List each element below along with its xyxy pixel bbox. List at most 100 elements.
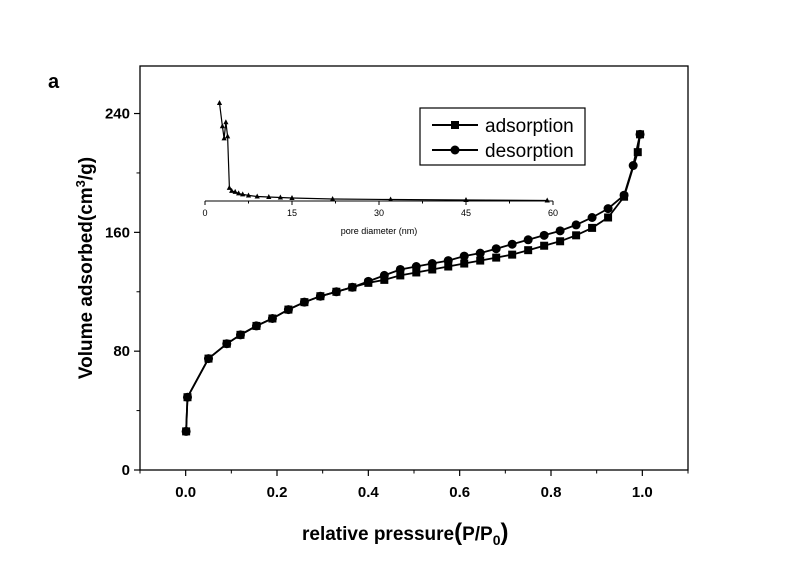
main-series [181, 129, 645, 436]
inset-x-axis-label: pore diameter (nm) [341, 226, 418, 236]
data-point-desorption [283, 305, 293, 315]
data-point-desorption [628, 161, 638, 171]
inset-data-point [544, 197, 550, 203]
data-point-desorption [555, 226, 565, 236]
inset-data-point [236, 190, 242, 196]
data-point-adsorption [604, 213, 613, 222]
inset-chart: 0 15 30 45 60 pore diameter (nm) [202, 100, 558, 236]
series-line-adsorption [185, 134, 641, 432]
data-point-desorption [204, 354, 213, 364]
x-axis-label-open-paren: ( [454, 519, 462, 546]
main-ticks: 0.0 0.2 0.4 0.6 0.8 1.0 0 80 160 240 [105, 106, 689, 501]
data-point-adsorption [492, 253, 501, 262]
inset-data-point [232, 188, 238, 194]
x-tick-label: 0.0 [175, 484, 196, 501]
data-point-desorption [443, 256, 453, 266]
y-tick-label: 0 [122, 462, 130, 479]
x-axis-label-main: relative pressure [302, 524, 454, 545]
data-point-adsorption [540, 241, 549, 250]
inset-x-tick-label: 45 [461, 208, 471, 218]
inset-data-point [277, 194, 283, 200]
inset-x-tick-label: 60 [548, 208, 558, 218]
data-point-adsorption [396, 271, 405, 280]
data-point-adsorption [428, 265, 437, 274]
series-line-desorption [185, 134, 641, 432]
data-point-desorption [299, 297, 309, 307]
data-point-desorption [539, 230, 549, 240]
data-point-desorption [619, 190, 629, 200]
y-axis-label-tail: /g) [76, 157, 97, 180]
data-point-adsorption [556, 237, 565, 246]
inset-data-point [240, 191, 246, 197]
inset-data-point [254, 193, 260, 199]
x-axis-label-unit: P/P [462, 524, 493, 545]
data-point-desorption [635, 129, 645, 139]
data-point-desorption [379, 270, 389, 280]
inset-data-point [266, 193, 272, 199]
data-point-desorption [523, 235, 533, 245]
y-axis-label: Volume adsorbed(cm3/g) [73, 157, 97, 379]
data-point-desorption [395, 264, 405, 274]
x-tick-label: 0.4 [358, 484, 380, 501]
inset-data-point [225, 133, 231, 139]
data-point-desorption [347, 282, 357, 292]
data-point-desorption [475, 248, 485, 258]
data-point-adsorption [508, 250, 517, 259]
legend-label-adsorption: adsorption [485, 116, 574, 137]
y-tick-label: 160 [105, 224, 130, 241]
panel-label: a [48, 71, 60, 93]
inset-data-point [388, 196, 394, 202]
data-point-desorption [182, 392, 192, 402]
y-axis-label-main: Volume adsorbed(cm [76, 187, 97, 379]
inset-data-point [330, 195, 336, 201]
data-point-desorption [251, 321, 261, 331]
data-point-desorption [235, 330, 245, 340]
inset-data-point [226, 184, 232, 190]
y-tick-label: 240 [105, 106, 130, 123]
inset-data-point [245, 192, 252, 198]
data-point-adsorption [633, 148, 642, 157]
data-point-adsorption [460, 259, 469, 268]
x-tick-label: 0.6 [449, 484, 470, 501]
inset-data-point [223, 119, 229, 125]
data-point-desorption [363, 276, 373, 286]
inset-x-tick-label: 15 [287, 208, 297, 218]
legend: adsorption desorption [419, 107, 586, 166]
legend-label-desorption: desorption [485, 141, 574, 162]
data-point-desorption [181, 426, 191, 436]
data-point-desorption [331, 287, 341, 297]
data-point-adsorption [412, 268, 421, 277]
y-tick-label: 80 [113, 343, 130, 360]
inset-data-point [219, 123, 225, 129]
inset-data-point [229, 187, 235, 193]
x-axis-label-close-paren: ) [501, 519, 509, 546]
inset-data-point [221, 135, 227, 141]
x-tick-label: 1.0 [632, 484, 653, 501]
data-point-adsorption [588, 223, 597, 232]
x-tick-label: 0.8 [541, 484, 562, 501]
data-point-desorption [571, 220, 581, 230]
inset-data-point [463, 196, 469, 202]
data-point-adsorption [572, 231, 581, 240]
data-point-desorption [491, 244, 501, 254]
x-axis-label: relative pressure(P/P0) [302, 519, 509, 548]
inset-x-tick-label: 0 [202, 208, 207, 218]
data-point-desorption [267, 314, 277, 323]
data-point-desorption [507, 239, 517, 249]
x-axis-label-unit-sub: 0 [493, 532, 501, 548]
y-axis-label-sup: 3 [73, 180, 88, 187]
legend-marker-desorption [450, 145, 460, 155]
data-point-desorption [587, 213, 597, 222]
legend-box [419, 107, 586, 166]
data-point-desorption [459, 251, 469, 261]
data-point-adsorption [476, 256, 485, 265]
inset-x-tick-label: 30 [374, 208, 384, 218]
data-point-desorption [427, 259, 437, 269]
inset-data-point [289, 194, 295, 200]
x-tick-label: 0.2 [267, 484, 288, 501]
data-point-adsorption [524, 246, 533, 255]
inset-series [216, 100, 550, 203]
data-point-desorption [222, 339, 232, 349]
